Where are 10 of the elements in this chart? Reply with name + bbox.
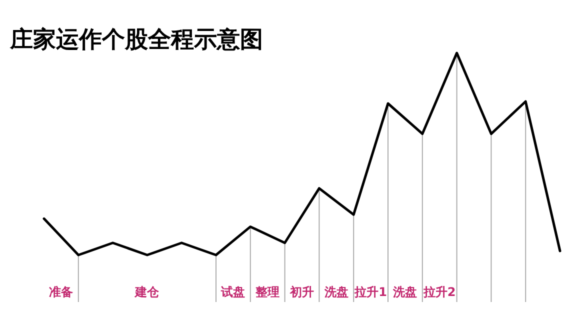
text: 初升 [289, 285, 314, 299]
text: 洗盘 [392, 285, 418, 299]
text: 拉升1 [354, 285, 387, 299]
text: 整理 [254, 285, 280, 299]
text: 拉升2 [422, 285, 456, 299]
text: 试盘 [220, 285, 246, 299]
text: 洗盘 [323, 285, 348, 299]
chart-title: 庄家运作个股全程示意图 [9, 26, 263, 53]
text: 建仓 [134, 285, 160, 299]
text: 准备 [49, 285, 74, 299]
